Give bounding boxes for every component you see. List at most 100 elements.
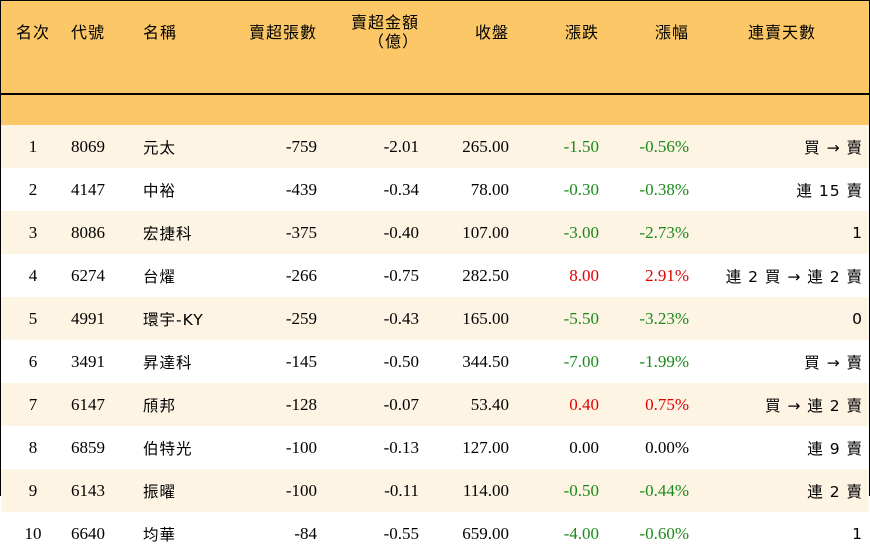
- header-change: 漲跌: [564, 22, 599, 42]
- header-divider: [1, 93, 869, 95]
- cell-streak: 連 15 賣: [796, 181, 863, 200]
- cell-change: -1.50: [563, 136, 599, 156]
- cell-change: -5.50: [563, 308, 599, 328]
- cell-streak: 0: [852, 309, 863, 328]
- cell-streak: 1: [852, 524, 863, 543]
- cell-lots: -84: [294, 523, 317, 543]
- table-row: 10 6640 均華 -84 -0.55 659.00 -4.00 -0.60%…: [1, 512, 869, 555]
- cell-amount: -0.43: [383, 308, 419, 328]
- cell-streak: 買 → 連 2 賣: [764, 396, 863, 415]
- cell-rank: 9: [28, 480, 38, 500]
- cell-change: 0.00: [569, 437, 599, 457]
- cell-name: 振曜: [143, 482, 177, 501]
- cell-change-pct: -1.99%: [639, 351, 689, 371]
- cell-change-pct: -0.44%: [639, 480, 689, 500]
- cell-change-pct: 2.91%: [645, 265, 689, 285]
- cell-streak: 買 → 賣: [804, 138, 863, 157]
- header-name: 名稱: [143, 22, 178, 42]
- cell-name: 宏捷科: [143, 224, 193, 243]
- cell-name: 元太: [143, 138, 177, 157]
- cell-close: 107.00: [462, 222, 509, 242]
- cell-rank: 2: [28, 179, 38, 199]
- cell-close: 659.00: [462, 523, 509, 543]
- cell-lots: -266: [285, 265, 317, 285]
- cell-rank: 4: [28, 265, 38, 285]
- cell-amount: -0.34: [383, 179, 419, 199]
- cell-name: 中裕: [143, 181, 177, 200]
- table-body: 1 8069 元太 -759 -2.01 265.00 -1.50 -0.56%…: [1, 125, 869, 555]
- cell-streak: 連 2 買 → 連 2 賣: [725, 267, 863, 286]
- cell-rank: 10: [24, 523, 42, 543]
- table-row: 5 4991 環宇-KY -259 -0.43 165.00 -5.50 -3.…: [1, 297, 869, 340]
- table-row: 7 6147 頎邦 -128 -0.07 53.40 0.40 0.75% 買 …: [1, 383, 869, 426]
- cell-close: 78.00: [470, 179, 509, 199]
- cell-name: 環宇-KY: [143, 310, 204, 329]
- cell-close: 282.50: [462, 265, 509, 285]
- cell-change-pct: -0.60%: [639, 523, 689, 543]
- cell-streak: 連 9 賣: [807, 439, 863, 458]
- cell-rank: 3: [28, 222, 38, 242]
- cell-lots: -145: [285, 351, 317, 371]
- cell-code: 4147: [71, 179, 105, 199]
- cell-change: -0.30: [563, 179, 599, 199]
- cell-amount: -0.75: [383, 265, 419, 285]
- cell-code: 6143: [71, 480, 105, 500]
- cell-close: 344.50: [462, 351, 509, 371]
- cell-code: 3491: [71, 351, 105, 371]
- cell-amount: -2.01: [383, 136, 419, 156]
- cell-lots: -100: [285, 437, 317, 457]
- cell-streak: 1: [852, 223, 863, 242]
- cell-change-pct: -0.38%: [639, 179, 689, 199]
- table-row: 2 4147 中裕 -439 -0.34 78.00 -0.30 -0.38% …: [1, 168, 869, 211]
- cell-rank: 7: [28, 394, 38, 414]
- cell-change-pct: -2.73%: [639, 222, 689, 242]
- header-code: 代號: [71, 22, 106, 42]
- cell-change-pct: 0.75%: [645, 394, 689, 414]
- cell-change: -4.00: [563, 523, 599, 543]
- cell-name: 台燿: [143, 267, 177, 286]
- cell-close: 127.00: [462, 437, 509, 457]
- cell-rank: 5: [28, 308, 38, 328]
- cell-change-pct: -0.56%: [639, 136, 689, 156]
- cell-change-pct: 0.00%: [645, 437, 689, 457]
- table-row: 8 6859 伯特光 -100 -0.13 127.00 0.00 0.00% …: [1, 426, 869, 469]
- header-net-sell-amount-line2: （億）: [367, 32, 419, 51]
- cell-lots: -100: [285, 480, 317, 500]
- table-row: 4 6274 台燿 -266 -0.75 282.50 8.00 2.91% 連…: [1, 254, 869, 297]
- cell-amount: -0.55: [383, 523, 419, 543]
- cell-change: -3.00: [563, 222, 599, 242]
- cell-code: 6147: [71, 394, 105, 414]
- cell-code: 8069: [71, 136, 105, 156]
- header-net-sell-lots: 賣超張數: [248, 22, 317, 42]
- cell-code: 6274: [71, 265, 105, 285]
- cell-lots: -128: [285, 394, 317, 414]
- header-close: 收盤: [474, 22, 509, 42]
- cell-code: 6859: [71, 437, 105, 457]
- cell-lots: -439: [285, 179, 317, 199]
- cell-lots: -259: [285, 308, 317, 328]
- table-header-row: 名次 代號 名稱 賣超張數 賣超金額 （億） 收盤 漲跌 漲幅 連賣天數: [1, 1, 869, 63]
- cell-amount: -0.40: [383, 222, 419, 242]
- cell-name: 昇達科: [143, 353, 193, 372]
- cell-close: 265.00: [462, 136, 509, 156]
- cell-change: -0.50: [563, 480, 599, 500]
- cell-rank: 1: [28, 136, 38, 156]
- cell-change: 8.00: [569, 265, 599, 285]
- header-streak: 連賣天數: [747, 22, 816, 42]
- cell-rank: 8: [28, 437, 38, 457]
- table-row: 9 6143 振曜 -100 -0.11 114.00 -0.50 -0.44%…: [1, 469, 869, 512]
- cell-code: 8086: [71, 222, 105, 242]
- cell-close: 53.40: [470, 394, 509, 414]
- cell-rank: 6: [28, 351, 38, 371]
- cell-name: 均華: [143, 525, 177, 544]
- cell-amount: -0.50: [383, 351, 419, 371]
- cell-change: 0.40: [569, 394, 599, 414]
- cell-lots: -759: [285, 136, 317, 156]
- table-row: 1 8069 元太 -759 -2.01 265.00 -1.50 -0.56%…: [1, 125, 869, 168]
- header-net-sell-amount-line1: 賣超金額: [350, 13, 419, 32]
- header-rank: 名次: [15, 22, 50, 42]
- cell-amount: -0.13: [383, 437, 419, 457]
- cell-streak: 連 2 賣: [807, 482, 863, 501]
- cell-code: 4991: [71, 308, 105, 328]
